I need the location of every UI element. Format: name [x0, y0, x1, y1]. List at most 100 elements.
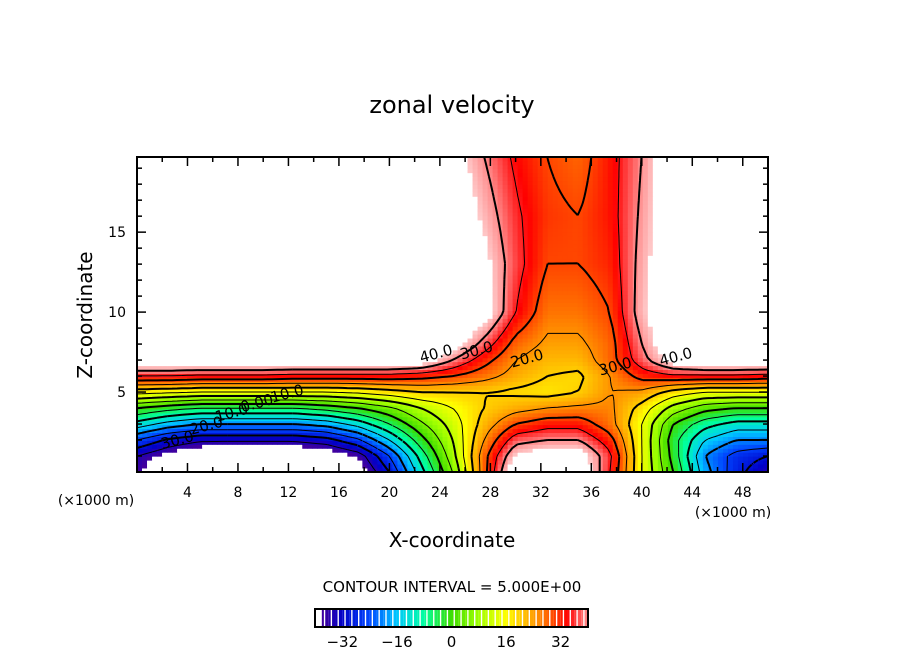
heatmap-cell — [312, 361, 318, 367]
heatmap-cell — [587, 365, 594, 371]
heatmap-cell — [732, 349, 739, 355]
heatmap-cell — [417, 342, 423, 347]
heatmap-cell — [577, 456, 584, 461]
heatmap-cell — [147, 349, 153, 355]
heatmap-cell — [677, 338, 684, 343]
heatmap-cell — [222, 428, 228, 434]
heatmap-cell — [327, 330, 333, 335]
heatmap-cell — [457, 318, 463, 323]
heatmap-cell — [172, 432, 178, 437]
heatmap-cell — [247, 353, 253, 359]
heatmap-cell — [227, 424, 233, 430]
heatmap-cell — [542, 397, 549, 402]
heatmap-cell — [447, 452, 453, 457]
heatmap-cell — [267, 369, 273, 374]
heatmap-cell — [407, 342, 413, 347]
heatmap-cell — [297, 468, 303, 473]
heatmap-cell — [252, 369, 258, 374]
heatmap-cell — [662, 432, 669, 437]
heatmap-cell — [432, 468, 438, 473]
heatmap-cell — [702, 420, 709, 426]
heatmap-cell — [272, 448, 278, 453]
heatmap-cell — [707, 440, 714, 445]
heatmap-cell — [622, 428, 629, 434]
heatmap-cell — [567, 456, 574, 461]
heatmap-cell — [152, 456, 158, 461]
heatmap-cell — [462, 416, 468, 422]
heatmap-cell — [322, 318, 328, 323]
heatmap-cell — [547, 436, 554, 441]
heatmap-cell — [262, 326, 268, 331]
heatmap-cell — [672, 440, 679, 445]
heatmap-cell — [317, 432, 323, 437]
heatmap-cell — [237, 420, 243, 426]
heatmap-cell — [542, 330, 549, 335]
heatmap-cell — [482, 464, 488, 469]
heatmap-cell — [202, 397, 208, 402]
heatmap-cell — [237, 365, 243, 371]
heatmap-cell — [457, 452, 463, 457]
heatmap-cell — [522, 330, 529, 335]
heatmap-cell — [582, 369, 589, 374]
heatmap-cell — [557, 448, 564, 453]
heatmap-cell — [537, 353, 544, 359]
heatmap-cell — [497, 385, 503, 390]
heatmap-cell — [592, 468, 599, 473]
heatmap-cell — [707, 428, 714, 434]
heatmap-cell — [312, 349, 318, 355]
heatmap-cell — [502, 409, 508, 414]
heatmap-cell — [292, 456, 298, 461]
heatmap-cell — [592, 409, 599, 414]
heatmap-cell — [462, 389, 468, 394]
heatmap-cell — [212, 440, 218, 445]
heatmap-cell — [182, 401, 188, 406]
heatmap-cell — [472, 318, 478, 323]
heatmap-cell — [147, 424, 153, 430]
heatmap-cell — [172, 468, 178, 473]
heatmap-cell — [727, 369, 734, 374]
heatmap-cell — [732, 436, 739, 441]
heatmap-cell — [532, 338, 539, 343]
heatmap-cell — [342, 464, 348, 469]
heatmap-cell — [407, 405, 413, 410]
heatmap-cell — [202, 334, 208, 339]
heatmap-cell — [622, 389, 629, 394]
heatmap-cell — [322, 373, 328, 378]
heatmap-cell — [642, 428, 649, 434]
heatmap-cell — [557, 440, 564, 445]
heatmap-cell — [412, 361, 418, 367]
heatmap-cell — [192, 448, 198, 453]
heatmap-cell — [402, 460, 408, 465]
heatmap-cell — [582, 322, 589, 327]
heatmap-cell — [492, 369, 498, 374]
heatmap-cell — [562, 436, 569, 441]
heatmap-cell — [192, 444, 198, 449]
heatmap-cell — [167, 389, 173, 394]
heatmap-cell — [357, 448, 363, 453]
heatmap-cell — [372, 357, 378, 363]
heatmap-cell — [697, 361, 704, 367]
heatmap-cell — [347, 444, 353, 449]
heatmap-cell — [327, 326, 333, 331]
heatmap-cell — [617, 373, 624, 378]
heatmap-cell — [537, 432, 544, 437]
heatmap-cell — [197, 428, 203, 434]
heatmap-cell — [457, 420, 463, 426]
heatmap-cell — [362, 322, 368, 327]
heatmap-cell — [512, 373, 519, 378]
heatmap-cell — [527, 397, 534, 402]
heatmap-cell — [622, 416, 629, 422]
heatmap-cell — [757, 420, 764, 426]
heatmap-cell — [142, 361, 148, 367]
heatmap-cell — [707, 361, 714, 367]
heatmap-cell — [412, 373, 418, 378]
heatmap-cell — [687, 428, 694, 434]
heatmap-cell — [267, 452, 273, 457]
heatmap-cell — [242, 452, 248, 457]
heatmap-cell — [282, 440, 288, 445]
heatmap-cell — [252, 353, 258, 359]
heatmap-cell — [437, 428, 443, 434]
heatmap-cell — [422, 381, 428, 386]
heatmap-cell — [242, 444, 248, 449]
heatmap-cell — [567, 460, 574, 465]
